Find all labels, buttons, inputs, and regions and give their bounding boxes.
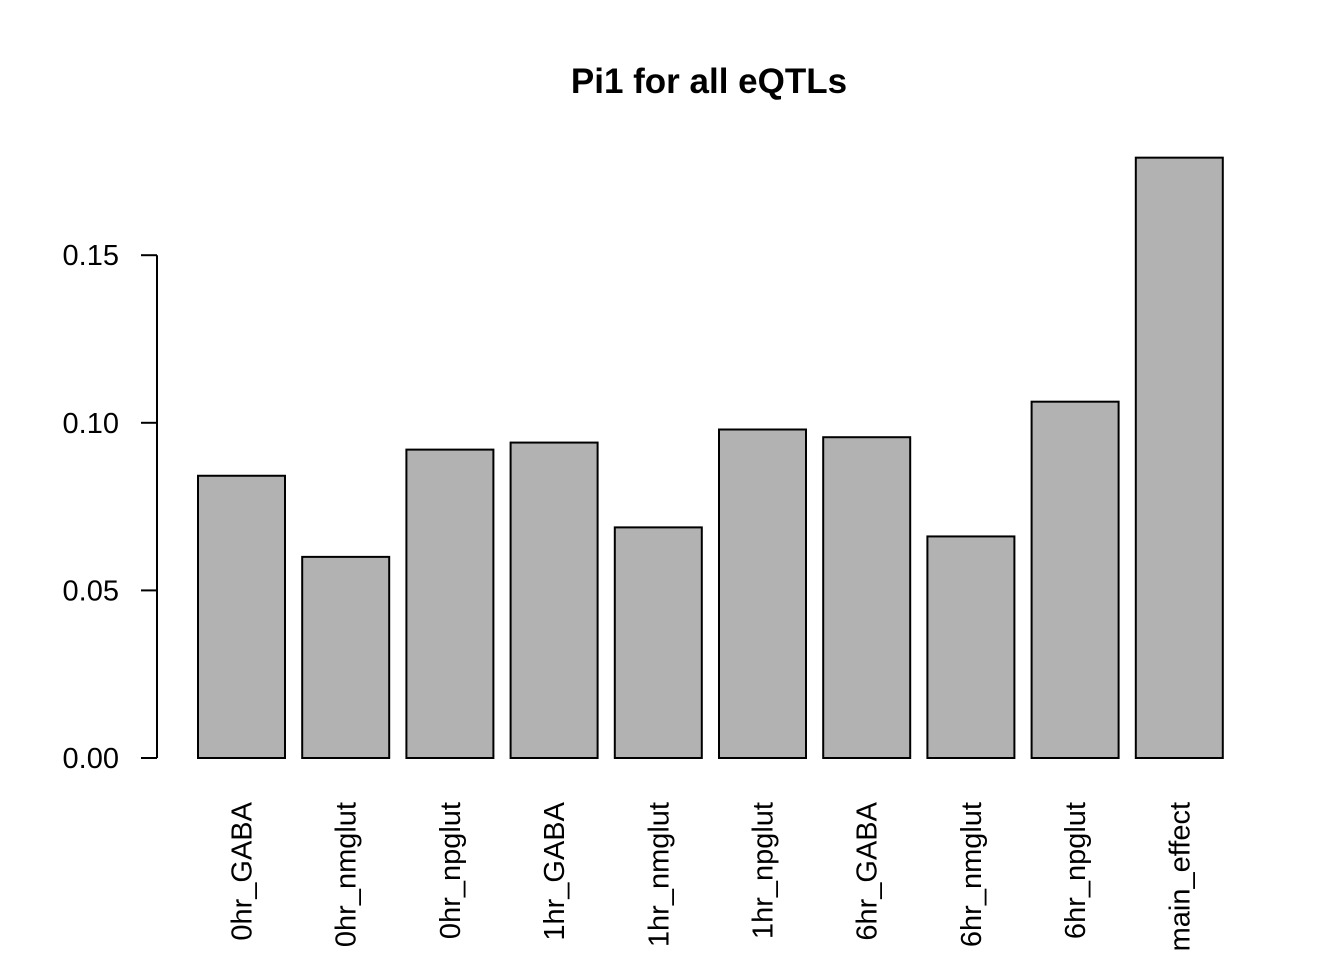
x-category-label: 6hr_npglut [1060, 802, 1092, 939]
y-axis: 0.00 0.05 0.10 0.15 [63, 240, 158, 775]
bar-main_effect [1134, 156, 1224, 759]
y-tick-label: 0.00 [63, 743, 119, 775]
y-tick-label: 0.15 [63, 240, 119, 272]
bar-0hr_npglut [405, 448, 495, 759]
x-category-label: 1hr_GABA [539, 801, 571, 940]
bar-1hr_GABA [509, 441, 599, 759]
chart-title: Pi1 for all eQTLs [571, 62, 847, 101]
x-axis-labels: 0hr_GABA 0hr_nmglut 0hr_npglut 1hr_GABA 1hr_… [227, 801, 1197, 951]
bar-6hr_GABA [822, 436, 912, 759]
x-category-label: 0hr_nmglut [331, 802, 363, 947]
x-category-label: 6hr_GABA [852, 801, 884, 940]
bar-6hr_npglut [1030, 400, 1120, 759]
bars [197, 156, 1224, 759]
y-tick-label: 0.05 [63, 575, 119, 607]
x-category-label: 1hr_nmglut [643, 802, 675, 947]
x-category-label: 6hr_nmglut [956, 802, 988, 947]
bar-1hr_npglut [718, 428, 807, 759]
bar-0hr_GABA [197, 474, 286, 759]
y-tick-label: 0.10 [63, 408, 119, 440]
x-category-label: main_effect [1164, 802, 1196, 951]
x-category-label: 0hr_GABA [227, 801, 259, 940]
bar-6hr_nmglut [926, 535, 1016, 759]
bar-0hr_nmglut [301, 555, 391, 759]
x-category-label: 1hr_npglut [748, 802, 780, 939]
x-category-label: 0hr_npglut [435, 802, 467, 939]
bar-1hr_nmglut [613, 526, 703, 759]
